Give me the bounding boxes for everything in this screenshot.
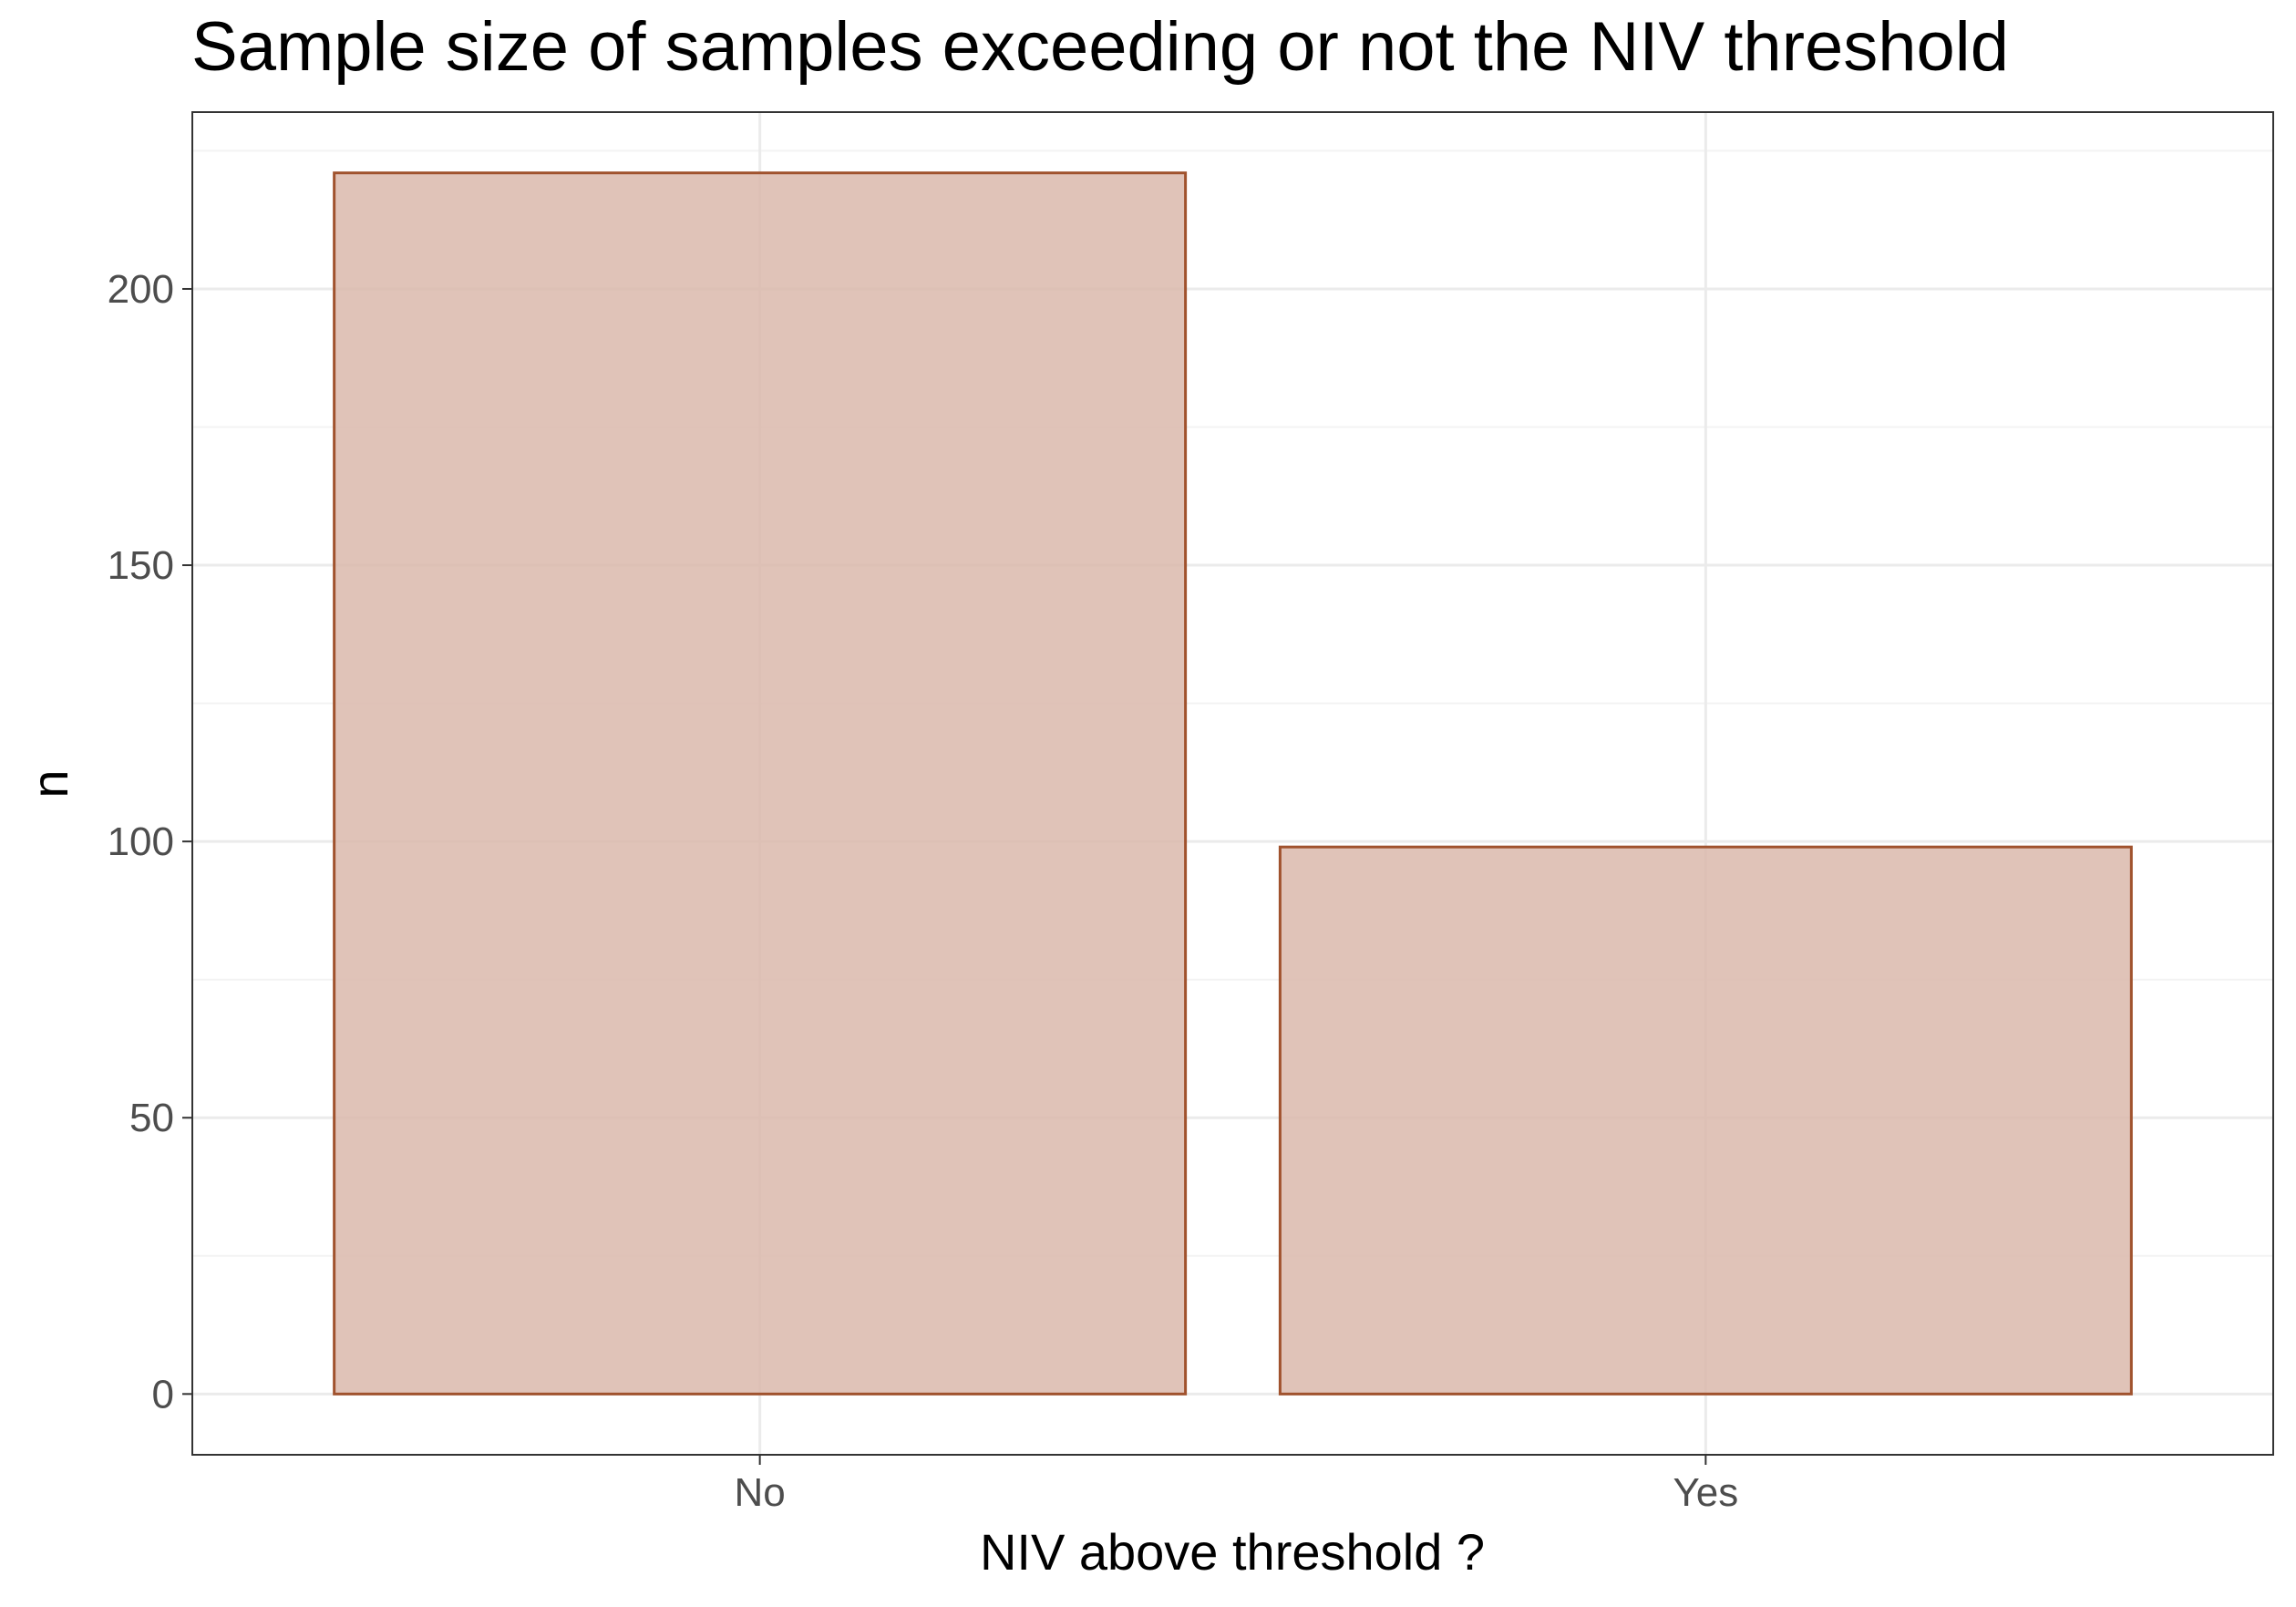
x-axis-label: NIV above threshold ? — [980, 1523, 1485, 1581]
plot-panel-border — [191, 111, 2274, 1456]
y-axis-label: n — [21, 769, 78, 798]
x-axis-ticks: No Yes — [735, 1455, 1738, 1515]
x-tick-label: Yes — [1673, 1470, 1738, 1515]
y-tick-label: 100 — [108, 819, 174, 864]
y-tick-label: 200 — [108, 267, 174, 312]
bars — [333, 171, 2133, 1396]
bar-no — [333, 171, 1188, 1396]
y-tick-label: 150 — [108, 543, 174, 588]
y-axis-ticks: 0 50 100 150 200 — [108, 267, 192, 1416]
x-tick-label: No — [735, 1470, 786, 1515]
y-tick-label: 50 — [129, 1096, 174, 1140]
bar-yes — [1278, 845, 2133, 1396]
y-tick-label: 0 — [152, 1372, 174, 1416]
chart-title: Sample size of samples exceeding or not … — [191, 8, 2009, 86]
